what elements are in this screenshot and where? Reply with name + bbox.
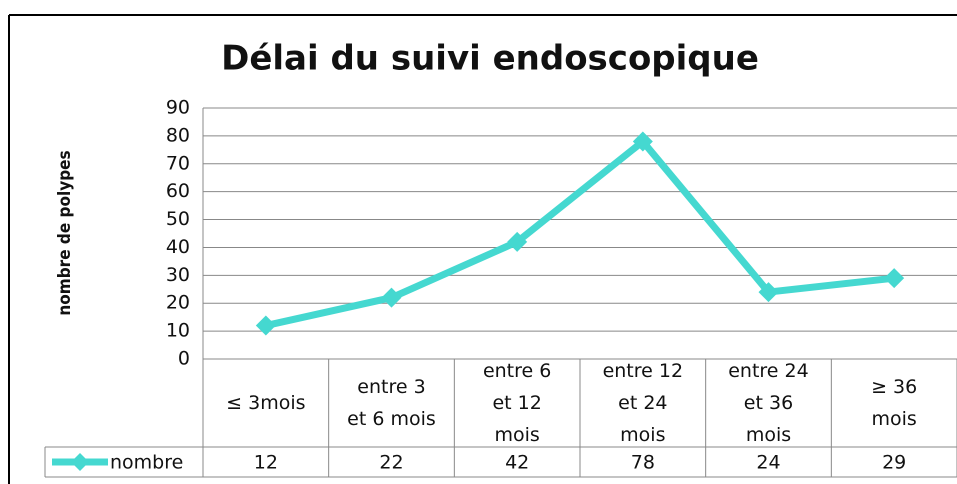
data-point (255, 315, 276, 336)
data-point (381, 287, 402, 308)
legend-label: nombre (110, 452, 183, 474)
chart-title: Délai du suivi endoscopique (221, 39, 759, 79)
data-point (884, 268, 905, 289)
y-tick-label: 0 (178, 348, 190, 370)
data-point (507, 231, 528, 252)
x-tick-label: entre 6 et 12 mois (482, 360, 552, 446)
x-tick-label: entre 24 et 36 mois (728, 360, 809, 446)
y-tick-label: 90 (166, 97, 190, 119)
y-tick-label: 70 (166, 152, 190, 174)
table-value: 42 (505, 452, 529, 474)
y-tick-label: 50 (166, 208, 190, 230)
x-tick-label: entre 3 et 6 mois (347, 376, 436, 430)
y-tick-label: 80 (166, 124, 190, 146)
y-tick-label: 20 (166, 292, 190, 314)
x-tick-label: entre 12 et 24 mois (602, 360, 684, 446)
table-value: 22 (379, 452, 403, 474)
y-axis-label: nombre de polypes (55, 150, 75, 315)
x-tick-label: ≥ 36 mois (871, 376, 918, 430)
table-value: 24 (756, 452, 780, 474)
y-tick-label: 10 (166, 320, 190, 342)
data-point (632, 131, 653, 152)
y-tick-label: 60 (166, 180, 190, 202)
table-value: 78 (631, 452, 655, 474)
y-tick-label: 30 (166, 264, 190, 286)
x-tick-label: ≤ 3mois (226, 392, 306, 414)
table-value: 29 (882, 452, 906, 474)
series-line (265, 137, 895, 329)
table-value: 12 (254, 452, 278, 474)
data-point (758, 282, 779, 303)
legend-marker (71, 453, 89, 471)
y-tick-label: 40 (166, 236, 190, 258)
